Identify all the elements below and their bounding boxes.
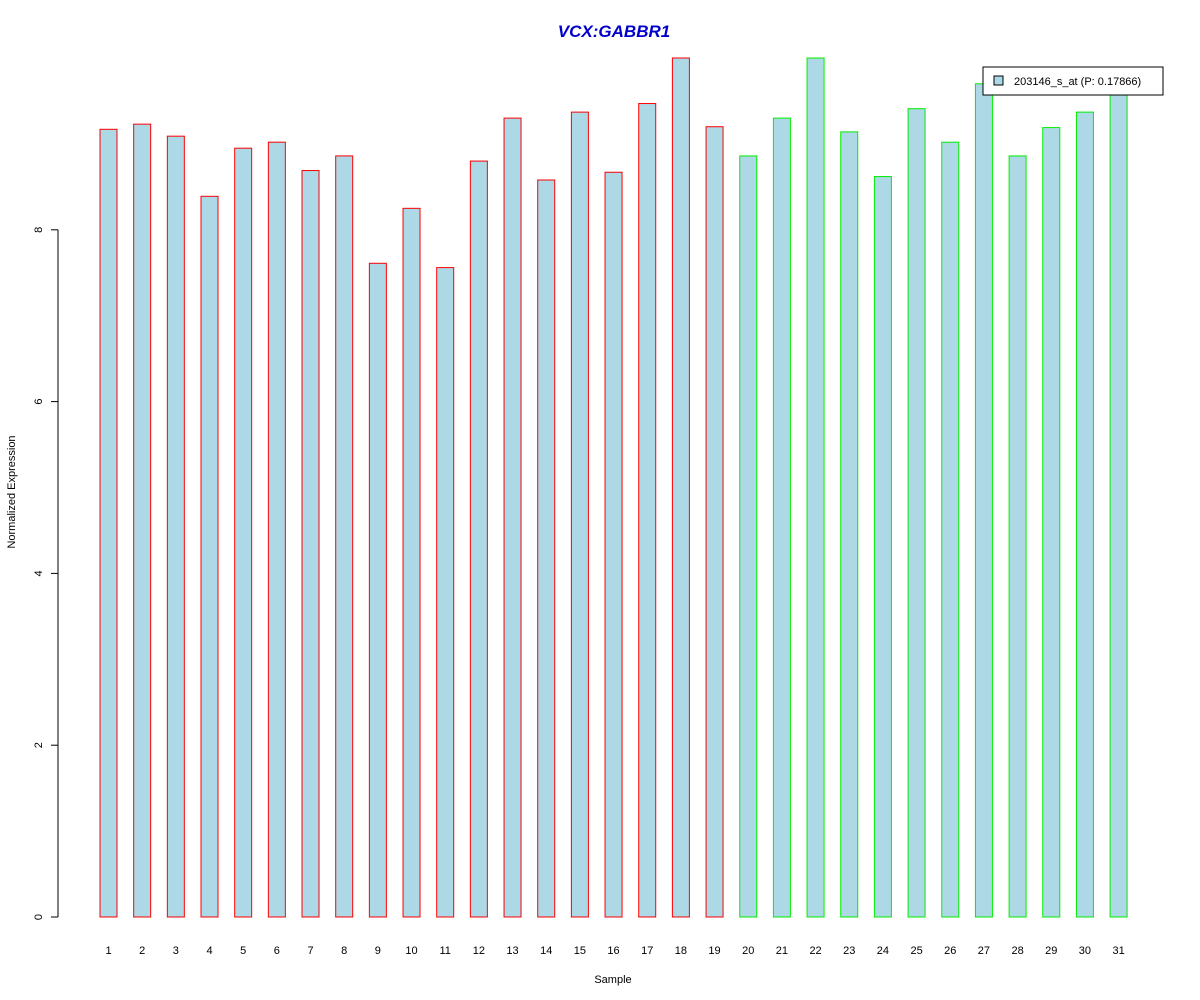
x-tick-label: 28: [1011, 945, 1023, 957]
y-tick-label: 6: [33, 399, 45, 405]
legend-box: [982, 66, 1164, 96]
bar-sample-12: [469, 160, 488, 918]
x-tick-label: 6: [274, 945, 280, 957]
bar-sample-27: [974, 83, 993, 918]
y-axis: 0 2 4 6 8: [33, 227, 59, 920]
x-tick-label: 5: [240, 945, 246, 957]
x-tick-label: 1: [105, 945, 111, 957]
bars: [99, 57, 1128, 918]
bar-sample-19: [705, 126, 724, 918]
bar-sample-30: [1075, 111, 1094, 918]
y-tick-label: 2: [33, 742, 45, 748]
bar-sample-29: [1042, 127, 1061, 918]
bar-sample-28: [1008, 155, 1027, 918]
bar-sample-6: [267, 141, 286, 918]
bar-sample-13: [503, 117, 522, 918]
x-tick-label: 23: [843, 945, 855, 957]
x-tick-label: 3: [173, 945, 179, 957]
bar-sample-10: [402, 207, 421, 918]
bar-sample-9: [368, 262, 387, 918]
x-axis-label: Sample: [594, 974, 631, 986]
x-axis-tick-labels: 1 2 3 4 5 6 7 8 9 10 11 12 13 14 15 16 17 18 19 20 21 22 23 24 2…: [105, 945, 1124, 957]
bar-sample-31: [1109, 91, 1128, 918]
x-tick-label: 7: [307, 945, 313, 957]
x-tick-label: 15: [574, 945, 586, 957]
bar-sample-4: [200, 195, 219, 918]
x-tick-label: 19: [708, 945, 720, 957]
x-tick-label: 20: [742, 945, 754, 957]
x-tick-label: 27: [978, 945, 990, 957]
y-tick-label: 4: [33, 570, 45, 576]
x-tick-label: 25: [910, 945, 922, 957]
bar-sample-25: [907, 108, 926, 918]
x-tick-label: 16: [607, 945, 619, 957]
x-tick-label: 11: [439, 945, 450, 957]
x-tick-label: 10: [405, 945, 417, 957]
x-tick-label: 26: [944, 945, 956, 957]
y-axis-label: Normalized Expression: [6, 435, 18, 548]
x-tick-label: 17: [641, 945, 653, 957]
x-tick-label: 22: [809, 945, 821, 957]
bar-sample-20: [739, 155, 758, 918]
bar-sample-23: [840, 131, 859, 918]
bar-sample-26: [941, 141, 960, 918]
chart-title: VCX:GABBR1: [558, 22, 670, 41]
legend-label: 203146_s_at (P: 0.17866): [1014, 76, 1141, 88]
x-tick-label: 24: [877, 945, 889, 957]
bar-sample-7: [301, 170, 320, 918]
bar-sample-11: [436, 267, 455, 918]
x-tick-label: 2: [139, 945, 145, 957]
y-tick-label: 8: [33, 227, 45, 233]
x-tick-label: 30: [1079, 945, 1091, 957]
bar-sample-21: [772, 117, 791, 918]
x-tick-label: 31: [1112, 945, 1124, 957]
legend: 203146_s_at (P: 0.17866): [982, 66, 1164, 96]
bar-sample-16: [604, 171, 623, 918]
bar-sample-3: [166, 135, 185, 918]
x-tick-label: 9: [375, 945, 381, 957]
x-tick-label: 13: [506, 945, 518, 957]
x-tick-label: 14: [540, 945, 552, 957]
bar-sample-2: [133, 123, 152, 918]
bar-sample-22: [806, 57, 825, 918]
x-tick-label: 29: [1045, 945, 1057, 957]
bar-sample-5: [234, 147, 253, 918]
x-tick-label: 12: [473, 945, 485, 957]
bar-sample-17: [638, 103, 657, 918]
bar-sample-15: [570, 111, 589, 918]
x-tick-label: 18: [675, 945, 687, 957]
x-tick-label: 21: [776, 945, 788, 957]
y-tick-label: 0: [33, 914, 45, 920]
bar-sample-14: [537, 179, 556, 918]
bar-sample-24: [873, 176, 892, 918]
legend-swatch: [993, 75, 1004, 86]
bar-sample-8: [335, 155, 354, 918]
x-tick-label: 4: [206, 945, 212, 957]
x-tick-label: 8: [341, 945, 347, 957]
bar-sample-18: [671, 57, 690, 918]
bar-sample-1: [99, 128, 118, 918]
